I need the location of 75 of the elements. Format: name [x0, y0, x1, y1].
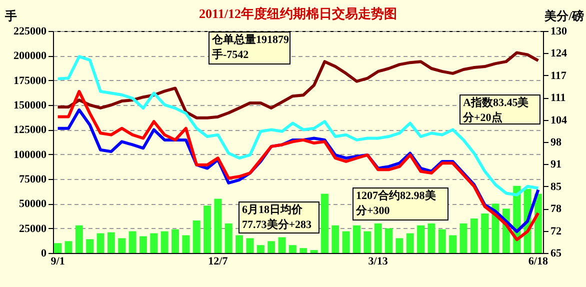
y2-tick-label: 117 — [550, 70, 567, 82]
y-tick-label: 200000 — [14, 50, 47, 62]
bar — [214, 198, 222, 253]
bar — [438, 229, 446, 253]
bar — [256, 245, 264, 253]
bar — [385, 228, 392, 253]
y2-axis-title: 美分/磅 — [544, 9, 584, 23]
bar — [417, 225, 425, 253]
bar — [342, 231, 350, 253]
y-tick-label: 50000 — [19, 198, 47, 210]
bar — [288, 245, 296, 253]
y2-tick-label: 104 — [550, 114, 568, 126]
bar — [310, 250, 318, 253]
bar — [481, 214, 489, 253]
bar — [75, 225, 83, 253]
bar — [428, 223, 436, 253]
bar — [107, 232, 115, 253]
line-series — [56, 90, 540, 242]
bar — [406, 233, 414, 253]
y-axis-title: 手 — [4, 9, 17, 23]
y-tick-label: 0 — [41, 248, 47, 260]
bar — [236, 235, 244, 253]
bar — [86, 239, 94, 253]
x-tick-label: 3/13 — [368, 256, 388, 268]
annotation: A指数83.45美分+20点 — [462, 96, 529, 124]
bar — [118, 238, 126, 253]
bar — [96, 233, 104, 253]
bar — [300, 248, 308, 253]
y2-tick-label: 85 — [550, 180, 562, 193]
bar — [449, 235, 457, 253]
y-tick-label: 100000 — [14, 148, 47, 161]
y2-tick-label: 78 — [550, 203, 562, 216]
bar — [182, 235, 190, 253]
bar — [246, 238, 254, 253]
annotation: 1207合约82.98美分+300 — [355, 189, 436, 217]
bar — [54, 243, 62, 253]
y2-tick-label: 111 — [550, 92, 566, 104]
bar — [224, 223, 232, 253]
bar — [160, 231, 168, 253]
bar — [64, 241, 72, 253]
y2-tick-label: 124 — [550, 48, 568, 60]
y2-tick-label: 91 — [550, 158, 562, 171]
bar — [460, 223, 468, 253]
bar — [534, 194, 542, 253]
y-tick-label: 175000 — [14, 74, 47, 87]
x-tick-label: 6/18 — [528, 256, 548, 268]
bar — [374, 223, 382, 253]
bar — [139, 236, 147, 253]
y-tick-label: 25000 — [19, 222, 47, 235]
y-tick-label: 125000 — [14, 124, 47, 136]
y2-tick-label: 72 — [550, 225, 562, 238]
bar — [278, 237, 286, 253]
bar — [352, 225, 360, 253]
y2-tick-label: 98 — [550, 136, 562, 148]
bar — [128, 231, 136, 253]
bar — [396, 238, 404, 253]
bar — [320, 194, 328, 253]
x-tick-label: 9/1 — [50, 256, 65, 268]
y-tick-label: 150000 — [14, 100, 47, 112]
bar — [470, 218, 478, 253]
bar — [332, 225, 340, 253]
bar — [364, 231, 372, 253]
bar — [268, 241, 276, 253]
x-tick-label: 12/7 — [208, 256, 228, 268]
annotation: 仓单总量191879手-7542 — [211, 33, 290, 61]
annotation: 6月18日均价77.73美分+283 — [242, 203, 312, 231]
bar — [204, 206, 211, 253]
chart-title: 2011/12年度纽约期棉日交易走势图 — [199, 6, 397, 21]
bar — [150, 233, 158, 253]
bar — [171, 229, 179, 253]
bar — [192, 220, 200, 253]
y2-tick-label: 65 — [550, 248, 562, 260]
y-tick-label: 225000 — [14, 26, 47, 38]
y2-tick-label: 130 — [550, 26, 568, 38]
y-tick-label: 75000 — [19, 174, 47, 186]
